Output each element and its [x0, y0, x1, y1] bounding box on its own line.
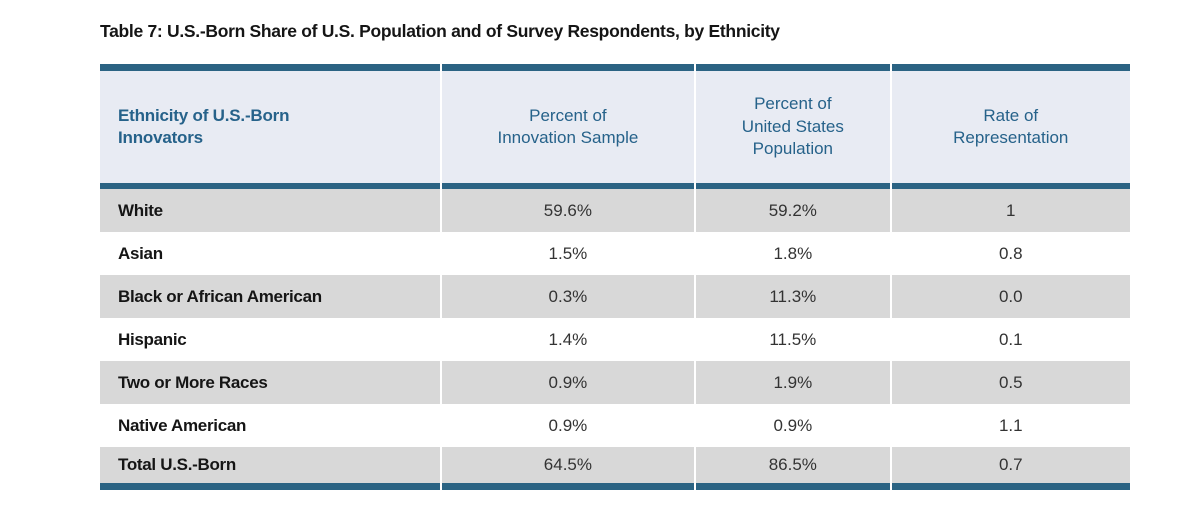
ethnicity-representation-table: Ethnicity of U.S.-Born Innovators Percen…	[98, 64, 1132, 490]
row-label: Native American	[100, 404, 440, 447]
row-label: Asian	[100, 232, 440, 275]
table-row-two-or-more-races: Two or More Races 0.9% 1.9% 0.5	[100, 361, 1130, 404]
cell-innovation-sample: 1.5%	[441, 232, 695, 275]
row-label: Black or African American	[100, 275, 440, 318]
cell-rate: 0.0	[891, 275, 1130, 318]
cell-rate: 1	[891, 189, 1130, 232]
column-header-ethnicity: Ethnicity of U.S.-Born Innovators	[100, 64, 440, 189]
table-row-hispanic: Hispanic 1.4% 11.5% 0.1	[100, 318, 1130, 361]
cell-us-population: 11.3%	[696, 275, 890, 318]
row-label: Two or More Races	[100, 361, 440, 404]
table-body: White 59.6% 59.2% 1 Asian 1.5% 1.8% 0.8 …	[100, 189, 1130, 490]
cell-innovation-sample: 1.4%	[441, 318, 695, 361]
cell-us-population: 11.5%	[696, 318, 890, 361]
table-row-black-or-african-american: Black or African American 0.3% 11.3% 0.0	[100, 275, 1130, 318]
row-label: Hispanic	[100, 318, 440, 361]
table-row-white: White 59.6% 59.2% 1	[100, 189, 1130, 232]
cell-rate: 0.5	[891, 361, 1130, 404]
row-label: White	[100, 189, 440, 232]
header-row: Ethnicity of U.S.-Born Innovators Percen…	[100, 64, 1130, 189]
cell-us-population: 1.8%	[696, 232, 890, 275]
column-header-us-population: Percent of United States Population	[696, 64, 890, 189]
cell-us-population: 59.2%	[696, 189, 890, 232]
cell-us-population: 0.9%	[696, 404, 890, 447]
cell-innovation-sample: 0.9%	[441, 361, 695, 404]
column-header-rate: Rate of Representation	[891, 64, 1130, 189]
table-figure: Table 7: U.S.-Born Share of U.S. Populat…	[100, 21, 1134, 490]
table-title: Table 7: U.S.-Born Share of U.S. Populat…	[100, 21, 780, 41]
cell-innovation-sample: 59.6%	[441, 189, 695, 232]
column-header-innovation-sample: Percent of Innovation Sample	[441, 64, 695, 189]
cell-rate: 0.8	[891, 232, 1130, 275]
cell-rate: 0.7	[891, 447, 1130, 490]
table-header: Ethnicity of U.S.-Born Innovators Percen…	[100, 64, 1130, 189]
row-label: Total U.S.-Born	[100, 447, 440, 490]
cell-us-population: 86.5%	[696, 447, 890, 490]
cell-innovation-sample: 0.3%	[441, 275, 695, 318]
cell-rate: 0.1	[891, 318, 1130, 361]
table-row-native-american: Native American 0.9% 0.9% 1.1	[100, 404, 1130, 447]
cell-innovation-sample: 64.5%	[441, 447, 695, 490]
table-row-asian: Asian 1.5% 1.8% 0.8	[100, 232, 1130, 275]
cell-rate: 1.1	[891, 404, 1130, 447]
table-row-total-us-born: Total U.S.-Born 64.5% 86.5% 0.7	[100, 447, 1130, 490]
cell-innovation-sample: 0.9%	[441, 404, 695, 447]
cell-us-population: 1.9%	[696, 361, 890, 404]
